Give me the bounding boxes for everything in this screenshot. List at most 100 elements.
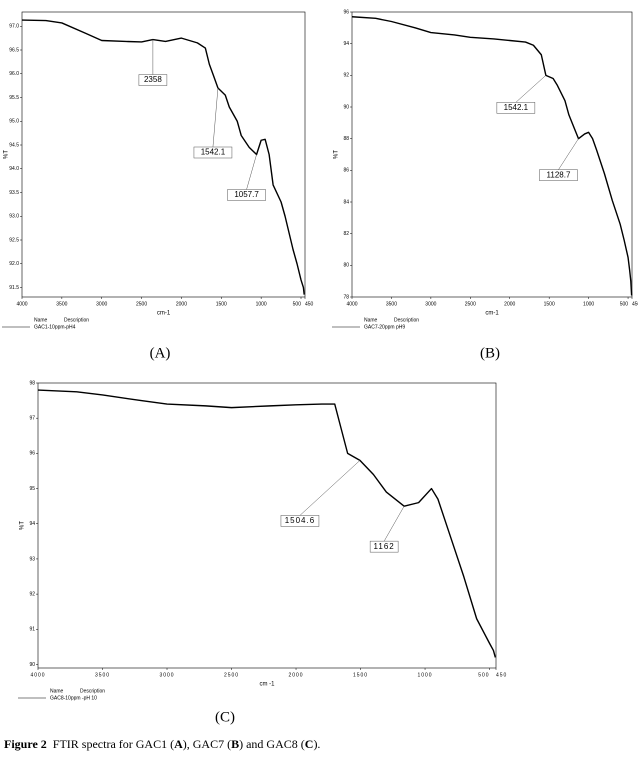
x-tick-label: 3500 (386, 301, 397, 307)
caption-text: ) and GAC8 ( (239, 737, 305, 751)
y-tick-label: 97.0 (9, 24, 19, 30)
x-tick-label: 1500 (353, 672, 368, 678)
figure: 91.5 92.0 92.5 93.0 93.5 94.0 94.5 95.0 95.5 96.0… (2, 9, 638, 725)
y-tick-label: 91.5 (9, 285, 19, 291)
annotation-leader (246, 154, 257, 190)
x-tick-label: 2000 (288, 672, 303, 678)
y-tick-label: 95.5 (9, 95, 19, 101)
caption-text: ). (313, 737, 321, 751)
y-tick-label: 96 (29, 451, 35, 457)
annotation-leader (299, 460, 361, 516)
x-tick-label: 4000 (16, 301, 27, 307)
x-tick-label: 1000 (256, 301, 267, 307)
x-tick-label: 450 (496, 672, 507, 678)
annotation-box (496, 102, 536, 114)
annotation-label: 1504.6 (285, 516, 315, 525)
x-tick-label: 4000 (346, 301, 357, 307)
annotation-label: 1542.1 (504, 103, 529, 112)
y-tick-label: 96 (343, 9, 349, 15)
x-tick-label: 2500 (136, 301, 147, 307)
x-tick-label: 500 (620, 301, 629, 307)
x-tick-label: 450 (305, 301, 314, 307)
panel-label: (C) (215, 709, 235, 725)
y-tick-label: 86 (343, 168, 349, 174)
annotation-box (369, 540, 399, 553)
legend-label: GAC7-20ppm pH9 (364, 324, 405, 330)
legend-header: Description (64, 317, 89, 323)
annotation-box (227, 189, 266, 201)
plot-frame (351, 11, 633, 298)
x-tick-label: 2500 (465, 301, 476, 307)
y-tick-label: 91 (29, 627, 35, 633)
caption-text: A (174, 737, 183, 751)
y-axis-label: %T (4, 150, 10, 159)
legend-header: Name (34, 317, 48, 323)
y-tick-label: 92 (343, 73, 349, 79)
y-tick-label: 93.5 (9, 190, 19, 196)
annotation-label: 1057.7 (234, 190, 259, 199)
x-tick-label: 1000 (583, 301, 594, 307)
annotation-leader (515, 75, 547, 103)
legend-header: Name (50, 688, 64, 694)
legend-header: Description (80, 688, 105, 694)
y-tick-label: 80 (343, 263, 349, 269)
y-tick-label: 78 (343, 294, 349, 300)
x-tick-label: 2500 (224, 672, 239, 678)
y-tick-label: 92.5 (9, 237, 19, 243)
y-tick-label: 94.5 (9, 142, 19, 148)
y-axis-label: %T (20, 521, 26, 530)
x-tick-label: 2000 (504, 301, 515, 307)
y-tick-label: 94 (343, 41, 349, 47)
y-tick-label: 95 (29, 486, 35, 492)
annotation-box (539, 169, 578, 181)
x-tick-label: 3000 (425, 301, 436, 307)
x-tick-label: 2000 (176, 301, 187, 307)
x-tick-label: 500 (293, 301, 302, 307)
x-tick-label: 3500 (56, 301, 67, 307)
annotation-label: 1542.1 (201, 148, 226, 157)
x-tick-label: 3000 (96, 301, 107, 307)
annotation-leader (383, 506, 405, 542)
caption-text: B (231, 737, 240, 751)
caption-label: Figure 2 (4, 737, 47, 751)
y-tick-label: 82 (343, 231, 349, 237)
y-tick-label: 93 (29, 556, 35, 562)
y-tick-label: 96.0 (9, 71, 19, 77)
x-tick-label: 3000 (159, 672, 174, 678)
legend-label: GAC8-10ppm -pH 10 (50, 695, 97, 701)
y-tick-label: 92 (29, 591, 35, 597)
annotation-label: 1128.7 (547, 170, 571, 179)
y-axis-label: %T (334, 150, 340, 159)
panel-label: (A) (150, 345, 171, 361)
plot-frame (21, 11, 306, 298)
y-tick-label: 96.5 (9, 47, 19, 53)
y-tick-label: 92.0 (9, 261, 19, 267)
y-tick-label: 95.0 (9, 119, 19, 125)
x-tick-label: 1500 (216, 301, 227, 307)
x-tick-label: 3500 (95, 672, 110, 678)
spectrum-line (351, 16, 633, 296)
y-tick-label: 88 (343, 136, 349, 142)
y-tick-label: 93.0 (9, 214, 19, 220)
x-tick-label: 500 (478, 672, 489, 678)
caption-text: ), GAC7 ( (182, 737, 232, 751)
y-tick-label: 94.0 (9, 166, 19, 172)
x-tick-label: 450 (632, 301, 638, 307)
caption-text: FTIR spectra for GAC1 ( (52, 737, 175, 751)
x-axis-label: cm-1 (485, 311, 499, 317)
spectrum-line (21, 19, 305, 295)
x-tick-label: 4000 (30, 672, 45, 678)
caption-text: C (304, 737, 314, 751)
x-axis-label: cm-1 (157, 311, 171, 317)
annotation-box (193, 146, 233, 159)
y-tick-label: 94 (29, 521, 35, 527)
annotation-box (138, 74, 168, 86)
x-tick-label: 1500 (544, 301, 555, 307)
annotation-label: 1162 (374, 542, 395, 551)
y-tick-label: 90 (343, 104, 349, 110)
y-tick-label: 97 (29, 416, 35, 422)
annotation-label: 2358 (144, 75, 162, 84)
figure-caption: Figure 2 FTIR spectra for GAC1 (A), GAC7… (4, 737, 320, 752)
annotation-box (280, 515, 320, 527)
plot-frame (37, 382, 497, 669)
